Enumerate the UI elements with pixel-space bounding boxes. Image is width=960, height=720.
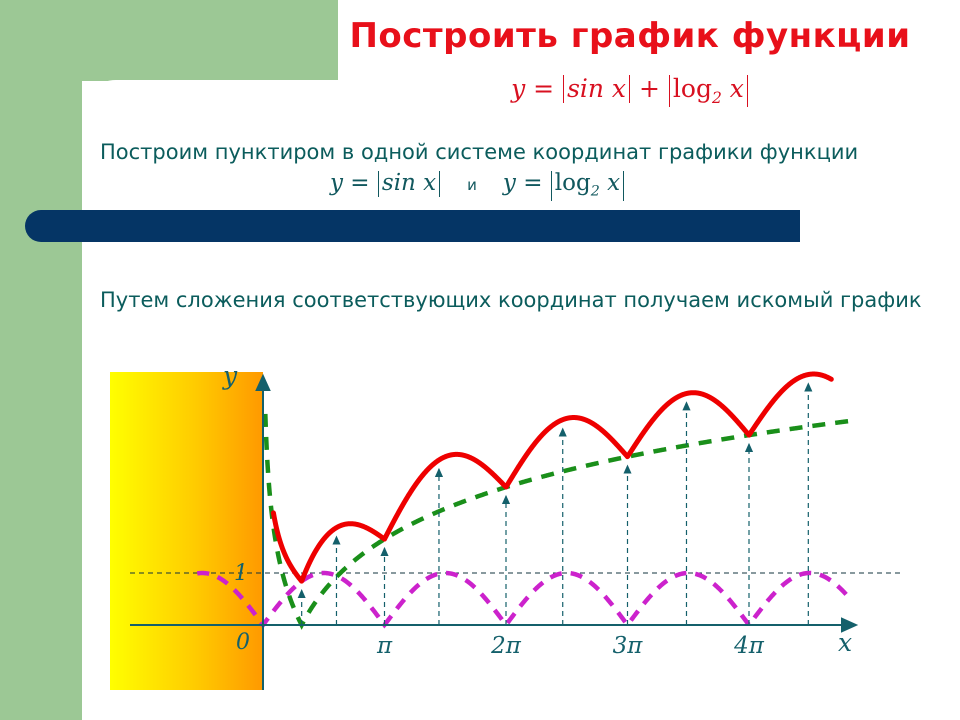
function-graph: π 2π 3π 4π 1 0 y x [0, 330, 960, 720]
sub-left-lhs: y = [330, 170, 370, 196]
x-tick-label-2: 2π [490, 633, 522, 659]
main-formula: y = sin x + log2 x [330, 74, 930, 108]
sub-left-inner: sin x [377, 170, 441, 197]
annotation-arrows [297, 382, 813, 625]
sub-formulas: y = sin x и y = log2 x [330, 170, 850, 201]
formula-operator: + [639, 74, 660, 103]
formula-term-log: log2 x [668, 74, 748, 108]
axes-group [130, 373, 859, 690]
instruction-line-1: Построим пунктиром в одной системе коорд… [100, 140, 859, 164]
left-green-panel [0, 0, 82, 720]
graph-canvas: π 2π 3π 4π 1 0 y x [110, 361, 900, 690]
sub-formula-left: y = sin x [330, 170, 441, 197]
curve-abs-sin [196, 570, 853, 629]
x-tick-label-1: π [376, 633, 393, 659]
sub-formula-right: y = log2 x [503, 170, 625, 201]
curve-sum [270, 371, 834, 584]
formula-log-sub: 2 [711, 89, 722, 107]
gradient-decoration-rect [110, 372, 263, 690]
curve-abs-log2 [263, 413, 852, 630]
x-tick-label-4: 4π [733, 633, 765, 659]
y-axis-label: y [222, 361, 238, 390]
sub-right-sub: 2 [590, 183, 600, 200]
formula-log-base: log [672, 74, 712, 103]
formula-term-sin: sin x [563, 75, 631, 103]
x-tick-label-3: 3π [613, 633, 644, 659]
formula-log-arg: x [729, 74, 744, 103]
formula-lhs: y = [511, 74, 555, 103]
decorative-blue-bar [25, 210, 800, 242]
instruction-line-2: Путем сложения соответствующих координат… [100, 288, 922, 312]
sub-right-arg: x [607, 170, 621, 196]
top-green-panel [0, 0, 338, 81]
y-tick-label-0: 0 [236, 630, 250, 655]
y-tick-label-1: 1 [234, 561, 248, 586]
sub-right-base: log [554, 170, 591, 196]
x-axis-label: x [838, 628, 852, 657]
sub-right-lhs: y = [502, 170, 543, 196]
tick-label-group: π 2π 3π 4π 1 0 y x [222, 361, 852, 659]
sub-right-inner: log2 x [550, 170, 625, 201]
conjunction-and: и [467, 176, 477, 194]
page-title: Построить график функции [349, 16, 911, 56]
